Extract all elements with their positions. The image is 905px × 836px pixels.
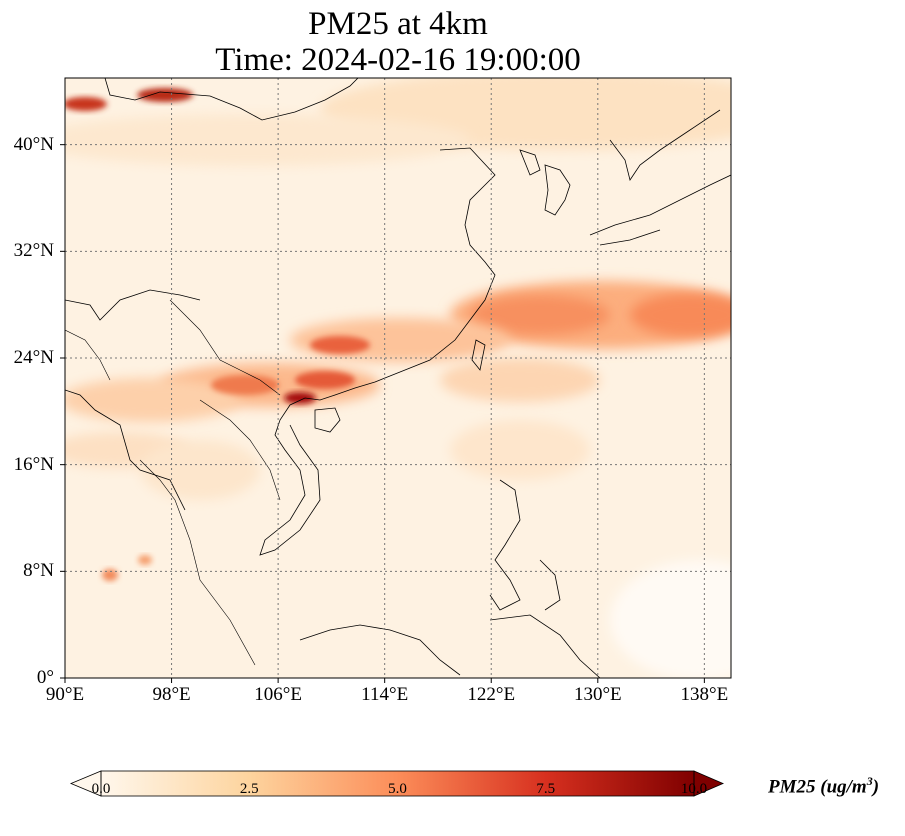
- lat-tick-label: 24°N: [13, 347, 54, 368]
- colorbar-fill: [101, 771, 694, 796]
- lat-tick-label: 16°N: [13, 453, 54, 475]
- colorbar-tick-label: 10.0: [680, 781, 708, 797]
- lon-tick-label: 138°E: [680, 684, 729, 705]
- map-frame: [64, 77, 732, 679]
- colorbar-label: PM25 (ug/m3): [768, 774, 880, 798]
- coastlines: [65, 78, 731, 678]
- colorbar-tick-label: 7.5: [536, 781, 556, 797]
- lat-tick-label: 40°N: [13, 133, 54, 155]
- lat-tick-label: 32°N: [13, 240, 54, 262]
- lat-tick-label: 8°N: [23, 560, 54, 582]
- gridlines: [65, 78, 731, 678]
- lon-tick-label: 98°E: [152, 684, 191, 705]
- country-borders: [65, 299, 281, 666]
- colorbar-tick-label: 0.0: [91, 781, 111, 797]
- lon-tick-label: 122°E: [467, 684, 516, 705]
- map-title: PM25 at 4km: [308, 6, 488, 42]
- lon-tick-label: 90°E: [45, 684, 85, 705]
- colorbar-tick-label: 2.5: [239, 781, 259, 797]
- colorbar-frame: [100, 770, 695, 797]
- lat-tick-label: 0°: [36, 667, 54, 688]
- map-time: Time: 2024-02-16 19:00:00: [215, 42, 581, 78]
- lon-tick-label: 130°E: [573, 684, 622, 705]
- colorbar: [69, 770, 725, 797]
- colorbar-tick-label: 5.0: [388, 781, 407, 797]
- lon-tick-label: 106°E: [254, 684, 302, 705]
- lon-tick-label: 114°E: [361, 684, 409, 705]
